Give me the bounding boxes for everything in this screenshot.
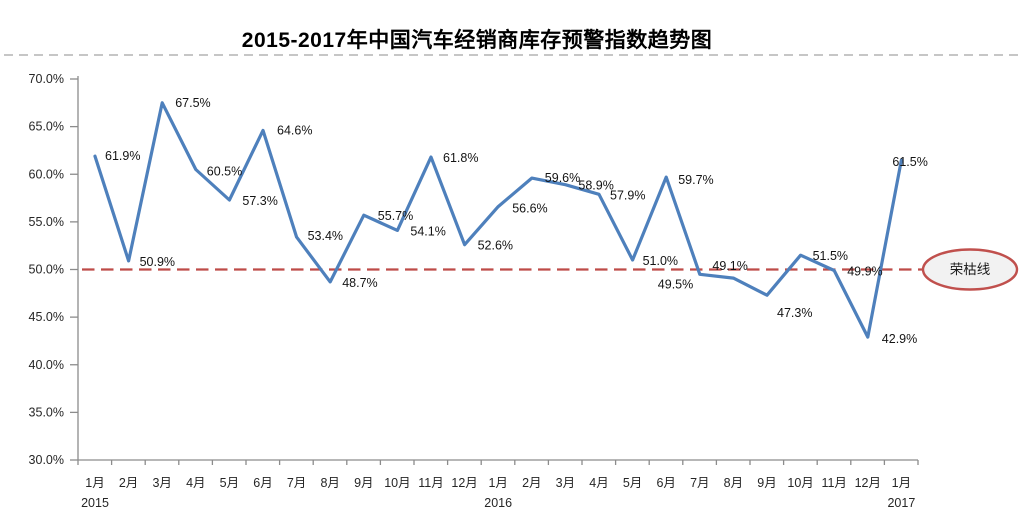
x-axis-month-label: 4月 [186, 476, 205, 490]
data-point-label: 61.8% [443, 151, 478, 165]
data-point-label: 48.7% [342, 276, 377, 290]
data-point-label: 49.5% [658, 277, 693, 291]
data-point-label: 56.6% [512, 202, 547, 216]
data-point-label: 49.9% [847, 264, 882, 278]
x-axis-month-label: 11月 [418, 476, 443, 490]
y-axis-tick-label: 60.0% [29, 167, 64, 181]
x-axis-month-label: 11月 [821, 476, 846, 490]
y-axis-tick-label: 30.0% [29, 453, 64, 467]
x-axis-month-label: 12月 [855, 476, 881, 490]
data-point-label: 51.5% [813, 249, 848, 263]
chart-title: 2015-2017年中国汽车经销商库存预警指数趋势图 [241, 29, 713, 52]
x-axis-month-label: 3月 [152, 476, 171, 490]
x-axis-month-label: 1月 [488, 476, 507, 490]
data-point-label: 58.9% [578, 179, 613, 193]
x-axis-month-label: 3月 [556, 476, 575, 490]
y-axis-tick-label: 40.0% [29, 358, 64, 372]
x-axis-month-label: 12月 [451, 476, 477, 490]
data-point-label: 59.7% [678, 173, 713, 187]
data-point-label: 59.6% [545, 171, 580, 185]
x-axis-month-label: 1月 [892, 476, 911, 490]
x-axis-month-label: 8月 [724, 476, 743, 490]
x-axis-month-label: 7月 [287, 476, 306, 490]
data-point-label: 47.3% [777, 306, 812, 320]
x-axis-month-label: 10月 [787, 476, 813, 490]
data-point-label: 64.6% [277, 123, 312, 137]
data-point-label: 53.4% [308, 229, 343, 243]
data-point-label: 57.3% [242, 194, 277, 208]
x-axis-year-label: 2015 [81, 496, 109, 510]
data-point-label: 55.7% [378, 209, 413, 223]
data-point-label: 67.5% [175, 96, 210, 110]
data-point-label: 49.1% [712, 259, 747, 273]
data-point-label: 61.9% [105, 149, 140, 163]
data-point-label: 51.0% [643, 254, 678, 268]
x-axis-year-label: 2016 [484, 496, 512, 510]
data-point-label: 50.9% [140, 255, 175, 269]
x-axis-month-label: 8月 [320, 476, 339, 490]
x-axis-month-label: 9月 [354, 476, 373, 490]
y-axis-tick-label: 50.0% [29, 263, 64, 277]
boom-bust-annotation-label: 荣枯线 [950, 262, 991, 277]
x-axis-month-label: 2月 [522, 476, 541, 490]
data-point-label: 52.6% [478, 239, 513, 253]
x-axis-month-label: 6月 [253, 476, 272, 490]
x-axis-month-label: 7月 [690, 476, 709, 490]
y-axis-tick-label: 55.0% [29, 215, 64, 229]
boom-bust-annotation-ellipse [921, 248, 1019, 291]
x-axis-month-label: 5月 [623, 476, 642, 490]
x-axis-year-label: 2017 [887, 496, 915, 510]
x-axis-month-label: 5月 [220, 476, 239, 490]
y-axis-tick-label: 45.0% [29, 310, 64, 324]
y-axis-tick-label: 35.0% [29, 405, 64, 419]
x-axis-month-label: 1月 [85, 476, 104, 490]
data-point-label: 42.9% [882, 332, 917, 346]
data-point-label: 60.5% [207, 164, 242, 178]
y-axis-tick-label: 70.0% [29, 72, 64, 86]
index-trend-line [93, 101, 904, 339]
y-axis-tick-label: 65.0% [29, 120, 64, 134]
x-axis-month-label: 10月 [384, 476, 410, 490]
data-point-label: 57.9% [610, 188, 645, 202]
data-point-label: 61.5% [892, 155, 927, 169]
x-axis-month-label: 2月 [119, 476, 138, 490]
data-point-label: 54.1% [410, 224, 445, 238]
x-axis-month-label: 4月 [589, 476, 608, 490]
x-axis-month-label: 9月 [757, 476, 776, 490]
x-axis-month-label: 6月 [656, 476, 675, 490]
